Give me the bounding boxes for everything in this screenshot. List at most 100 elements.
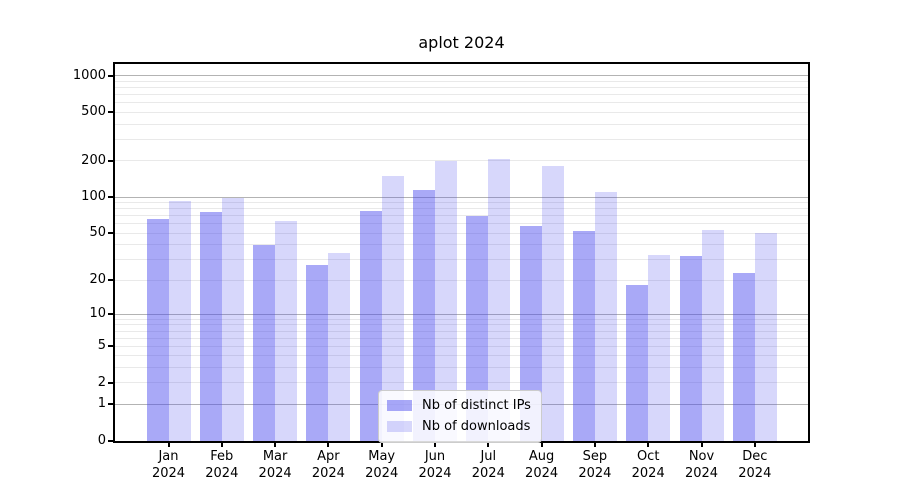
bar-apr-ips [306, 264, 329, 441]
gridline-major-100 [115, 196, 808, 198]
bar-jul-ips [466, 215, 489, 441]
x-tick-label-apr: Apr 2024 [311, 449, 345, 481]
y-tick-label-200: 200 [81, 152, 106, 168]
x-tick-jan [167, 443, 170, 447]
bar-feb-ips [199, 212, 222, 441]
bar-jan-downloads [168, 201, 191, 441]
x-tick-label-mar: Mar 2024 [258, 449, 292, 481]
x-tick-jul [487, 443, 490, 447]
y-tick-10 [108, 313, 113, 316]
y-tick-5 [108, 345, 113, 348]
bar-nov-downloads [701, 230, 724, 441]
legend: Nb of distinct IPs Nb of downloads [378, 390, 542, 443]
legend-row-ips: Nb of distinct IPs [387, 395, 531, 416]
x-tick-label-jul: Jul 2024 [471, 449, 505, 481]
y-tick-label-1000: 1000 [72, 67, 106, 83]
gridline-minor-4 [115, 355, 808, 357]
y-tick-label-0: 0 [97, 433, 106, 448]
gridline-minor-300 [115, 138, 808, 140]
x-tick-feb [220, 443, 223, 447]
gridline-minor-900 [115, 80, 808, 82]
gridline-minor-700 [115, 94, 808, 96]
gridline-minor-2 [115, 382, 808, 384]
legend-row-downloads: Nb of downloads [387, 416, 531, 437]
gridline-minor-7 [115, 330, 808, 332]
gridline-minor-600 [115, 102, 808, 104]
plot-area [113, 62, 810, 443]
legend-swatch-downloads [387, 421, 412, 432]
x-tick-label-feb: Feb 2024 [205, 449, 239, 481]
gridline-minor-500 [115, 111, 808, 113]
y-tick-1000 [108, 74, 113, 77]
y-tick-label-500: 500 [81, 104, 106, 120]
bar-dec-ips [732, 273, 755, 441]
gridline-minor-30 [115, 258, 808, 260]
gridline-minor-90 [115, 202, 808, 204]
bar-may-ips [359, 210, 382, 441]
gridline-minor-3 [115, 367, 808, 369]
x-tick-apr [327, 443, 330, 447]
legend-swatch-ips [387, 400, 412, 411]
bar-aug-ips [519, 226, 542, 441]
bar-oct-downloads [648, 254, 671, 441]
bar-mar-ips [253, 244, 276, 441]
gridline-major-10 [115, 313, 808, 315]
bar-oct-ips [626, 285, 649, 441]
bar-sep-downloads [594, 192, 617, 441]
y-tick-label-10: 10 [89, 306, 106, 322]
gridline-minor-800 [115, 87, 808, 89]
legend-label-ips: Nb of distinct IPs [422, 398, 531, 413]
bar-aug-downloads [541, 166, 564, 441]
y-tick-0 [108, 440, 113, 442]
bar-mar-downloads [275, 221, 298, 441]
gridline-minor-80 [115, 208, 808, 210]
x-tick-label-nov: Nov 2024 [684, 449, 719, 481]
y-tick-label-5: 5 [97, 338, 106, 354]
x-tick-mar [274, 443, 277, 447]
y-tick-1 [108, 403, 113, 406]
bar-jun-downloads [435, 161, 457, 441]
x-tick-aug [540, 443, 543, 447]
x-tick-label-may: May 2024 [365, 449, 399, 481]
y-tick-label-50: 50 [89, 225, 106, 241]
gridline-minor-50 [115, 232, 808, 234]
x-tick-may [380, 443, 383, 447]
x-tick-label-aug: Aug 2024 [525, 449, 559, 481]
gridline-minor-200 [115, 160, 808, 162]
x-tick-sep [593, 443, 596, 447]
bar-nov-ips [679, 256, 702, 441]
gridline-minor-6 [115, 337, 808, 339]
y-tick-label-20: 20 [89, 272, 106, 288]
x-tick-label-oct: Oct 2024 [631, 449, 665, 481]
y-tick-label-1: 1 [97, 396, 106, 412]
x-tick-dec [753, 443, 756, 447]
gridline-minor-40 [115, 244, 808, 246]
bar-may-downloads [381, 175, 404, 441]
x-tick-nov [700, 443, 703, 447]
x-tick-label-jun: Jun 2024 [418, 449, 452, 481]
y-tick-500 [108, 111, 113, 114]
gridline-minor-20 [115, 279, 808, 281]
gridline-minor-8 [115, 324, 808, 326]
gridline-minor-60 [115, 223, 808, 225]
gridline-minor-70 [115, 215, 808, 217]
y-tick-2 [108, 381, 113, 384]
y-tick-20 [108, 279, 113, 282]
bar-jan-ips [146, 218, 169, 441]
bar-feb-downloads [221, 197, 244, 441]
x-tick-label-jan: Jan 2024 [151, 449, 186, 481]
bar-jun-ips [413, 189, 435, 441]
y-tick-200 [108, 159, 113, 162]
x-tick-jun [434, 443, 436, 447]
gridline-minor-9 [115, 318, 808, 320]
bar-apr-downloads [328, 253, 351, 441]
y-tick-100 [108, 196, 113, 199]
y-tick-label-2: 2 [97, 374, 106, 390]
gridline-major-1000 [115, 75, 808, 77]
bar-sep-ips [572, 231, 595, 441]
y-tick-50 [108, 232, 113, 235]
gridline-minor-400 [115, 123, 808, 125]
legend-label-downloads: Nb of downloads [422, 419, 531, 434]
x-tick-label-sep: Sep 2024 [578, 449, 612, 481]
